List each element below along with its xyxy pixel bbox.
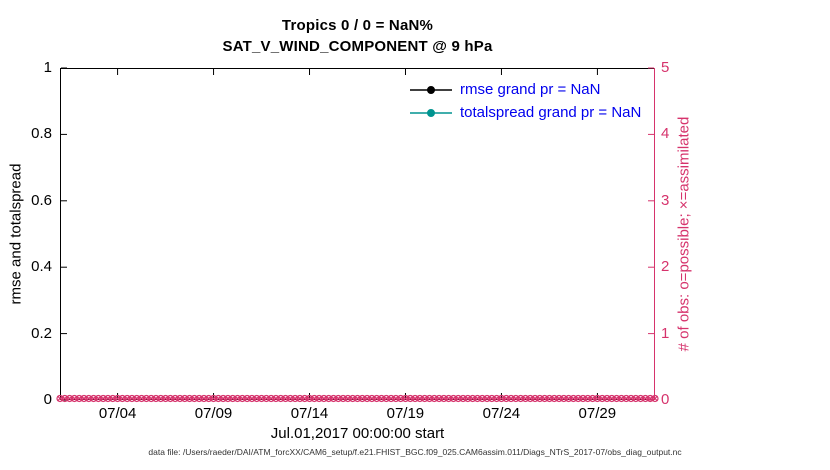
plot-subtitle: SAT_V_WIND_COMPONENT @ 9 hPa [222,38,493,55]
totalspread-line-marker-icon [410,108,452,117]
xtick-0719: 07/19 [386,405,425,422]
xtick-0724: 07/24 [482,405,521,422]
xtick-0704: 07/04 [98,405,137,422]
left-axis-label: rmse and totalspread [7,163,25,305]
right-axis-label: # of obs: o=possible; ×=assimilated [675,116,693,352]
x-axis-label: Jul.01,2017 00:00:00 start [270,425,445,442]
legend-label-totalspread: totalspread grand pr = NaN [460,104,642,121]
xtick-0709: 07/09 [194,405,233,422]
ytick-right-4: 4 [661,125,670,143]
ytick-right-5: 5 [661,59,670,76]
ytick-right-0: 0 [661,391,670,408]
ytick-right-3: 3 [661,191,670,209]
ytick-left-1: 1 [43,59,52,76]
legend: rmse grand pr = NaN totalspread grand pr… [408,78,641,124]
plot-title: Tropics 0 / 0 = NaN% [281,17,434,34]
ytick-left-0: 0 [43,391,52,408]
plot-canvas [56,67,659,403]
xtick-0714: 07/14 [290,405,329,422]
ytick-right-1: 1 [661,324,670,342]
ytick-left-0p8: 0.8 [31,125,52,143]
ytick-right-2: 2 [661,258,670,276]
data-file-caption: data file: /Users/raeder/DAI/ATM_forcXX/… [148,447,682,457]
rmse-line-marker-icon [410,85,452,94]
legend-label-rmse: rmse grand pr = NaN [460,81,601,98]
ytick-left-0p6: 0.6 [31,191,52,209]
plot-area [56,67,659,403]
legend-item-rmse: rmse grand pr = NaN [408,78,641,101]
ytick-left-0p2: 0.2 [31,324,52,342]
xtick-0729: 07/29 [578,405,617,422]
ytick-left-0p4: 0.4 [31,258,52,276]
legend-item-totalspread: totalspread grand pr = NaN [408,101,641,124]
